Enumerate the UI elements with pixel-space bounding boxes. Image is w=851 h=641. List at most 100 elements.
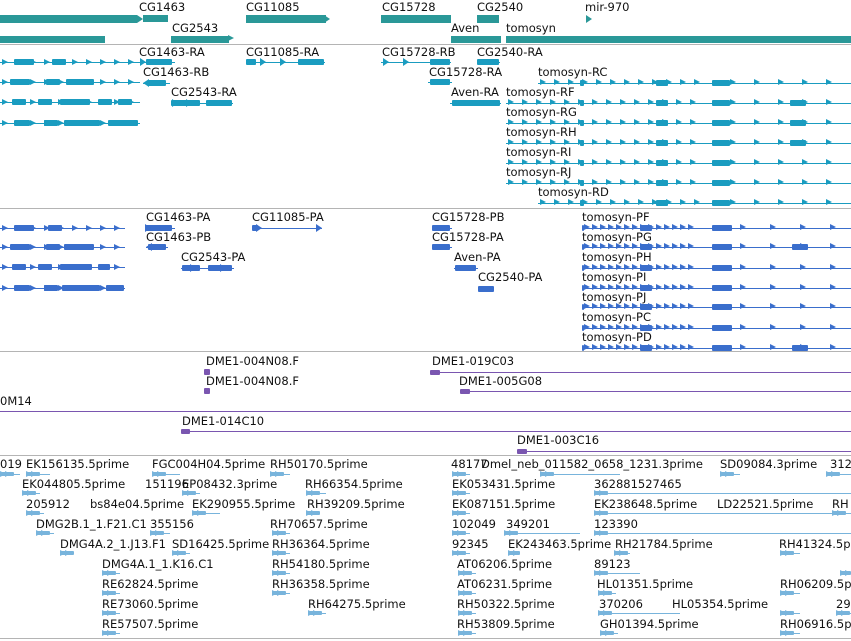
est-label-rh54180-5prime: RH54180.5prime	[272, 557, 370, 571]
strand-arrow-icon	[584, 243, 590, 249]
protein-label-cg11085-pa: CG11085-PA	[252, 210, 324, 224]
est-label-rh06209-5prime: RH06209.5prime	[780, 577, 851, 591]
est-label-rh06916-5prime: RH06916.5prime	[780, 617, 851, 631]
strand-arrow-icon	[672, 224, 678, 230]
strand-arrow-icon	[30, 244, 36, 250]
strand-arrow-icon	[536, 179, 542, 185]
est-label-355156: 355156	[150, 517, 194, 531]
strand-arrow-icon	[58, 120, 64, 126]
strand-arrow-icon	[272, 530, 278, 536]
strand-arrow-icon	[114, 59, 120, 65]
strand-arrow-icon	[606, 179, 612, 185]
transcript-label-cg15728-ra: CG15728-RA	[429, 65, 503, 79]
est-label-92345: 92345	[452, 537, 489, 551]
strand-arrow-icon	[140, 58, 146, 66]
strand-arrow-icon	[2, 264, 8, 270]
strand-arrow-icon	[632, 243, 638, 249]
est-label-bs84e04-5prime: bs84e04.5prime	[90, 497, 185, 511]
strand-arrow-icon	[452, 510, 458, 516]
gene-bar-cg15728[interactable]	[381, 15, 451, 23]
exon-block	[712, 200, 730, 206]
strand-arrow-icon	[86, 79, 92, 85]
strand-arrow-icon	[177, 550, 183, 556]
exon-block	[298, 59, 324, 65]
strand-arrow-icon	[662, 139, 668, 145]
gene-bar-aven[interactable]	[451, 36, 501, 43]
strand-arrow-icon	[802, 179, 808, 185]
gene-bar-cg2540[interactable]	[477, 15, 499, 23]
strand-arrow-icon	[780, 630, 786, 636]
strand-arrow-icon	[182, 490, 188, 496]
strand-arrow-icon	[800, 243, 806, 249]
est-label-ek044805-5prime: EK044805.5prime	[22, 477, 126, 491]
strand-arrow-icon	[152, 471, 158, 477]
strand-arrow-icon	[592, 324, 598, 330]
strand-arrow-icon	[830, 264, 836, 270]
strand-arrow-icon	[831, 471, 837, 477]
gene-bar-cg2543[interactable]	[171, 36, 229, 43]
strand-arrow-icon	[584, 264, 590, 270]
exon-block	[640, 285, 652, 291]
strand-arrow-icon	[280, 58, 286, 66]
protein-label-cg15728-pb: CG15728-PB	[432, 210, 505, 224]
strand-arrow-icon	[463, 630, 469, 636]
strand-arrow-icon	[632, 264, 638, 270]
strand-arrow-icon	[800, 344, 806, 350]
strand-arrow-icon	[770, 324, 776, 330]
est-label-dmg2b-1-1-f21-c1: DMG2B.1_1.F21.C1	[36, 517, 147, 531]
strand-arrow-icon	[452, 471, 458, 477]
est-label-rh39209-5prime: RH39209.5prime	[307, 497, 405, 511]
strand-arrow-icon	[676, 99, 682, 105]
exon-block	[455, 265, 476, 271]
strand-arrow-icon	[802, 199, 808, 205]
strand-arrow-icon	[694, 199, 700, 205]
strand-arrow-icon	[826, 199, 832, 205]
strand-arrow-icon	[740, 224, 746, 230]
exon-block	[478, 286, 494, 292]
strand-arrow-icon	[578, 99, 584, 105]
intron-line	[540, 473, 620, 475]
gene-label-tomosyn: tomosyn	[506, 21, 556, 35]
strand-arrow-icon	[128, 59, 134, 65]
strand-arrow-icon	[606, 99, 612, 105]
strand-arrow-icon	[598, 590, 604, 596]
strand-arrow-icon	[725, 471, 731, 477]
strand-arrow-icon	[754, 99, 760, 105]
est-label-362881527465: 362881527465	[594, 477, 682, 491]
strand-arrow-icon	[690, 159, 696, 165]
strand-arrow-icon	[656, 344, 662, 350]
strand-arrow-icon	[86, 264, 92, 270]
strand-arrow-icon	[458, 630, 464, 636]
exon-block	[640, 345, 652, 351]
strand-arrow-icon	[606, 159, 612, 165]
exon-block	[517, 448, 527, 454]
strand-arrow-icon	[584, 284, 590, 290]
strand-arrow-icon	[16, 225, 22, 231]
est-label-re62824-5prime: RE62824.5prime	[102, 577, 199, 591]
gene-bar[interactable]	[0, 15, 137, 23]
strand-arrow-icon	[550, 159, 556, 165]
strand-arrow-icon	[624, 303, 630, 309]
gene-bar-cg11085[interactable]	[246, 15, 326, 23]
strand-arrow-icon	[594, 530, 600, 536]
est-label-at06231-5prime: AT06231.5prime	[457, 577, 553, 591]
strand-arrow-icon	[463, 610, 469, 616]
gene-bar-tomosyn[interactable]	[506, 36, 851, 43]
est-label-hl05354-5prime: HL05354.5prime	[672, 597, 769, 611]
strand-arrow-icon	[578, 179, 584, 185]
strand-arrow-icon	[592, 99, 598, 105]
intron-line	[430, 371, 851, 373]
strand-arrow-icon	[36, 530, 42, 536]
gene-bar-cg1463[interactable]	[143, 15, 168, 22]
gene-bar-left[interactable]	[0, 36, 105, 43]
strand-arrow-icon	[664, 344, 670, 350]
strand-arrow-icon	[599, 530, 605, 536]
exon-block	[146, 225, 172, 231]
strand-arrow-icon	[830, 303, 836, 309]
est-label-re73060-5prime: RE73060.5prime	[102, 597, 199, 611]
strand-arrow-icon	[172, 99, 178, 107]
strand-arrow-icon	[114, 244, 120, 250]
strand-arrow-icon	[624, 284, 630, 290]
strand-arrow-icon	[508, 550, 514, 556]
est-label-rh36358-5prime: RH36358.5prime	[272, 577, 370, 591]
